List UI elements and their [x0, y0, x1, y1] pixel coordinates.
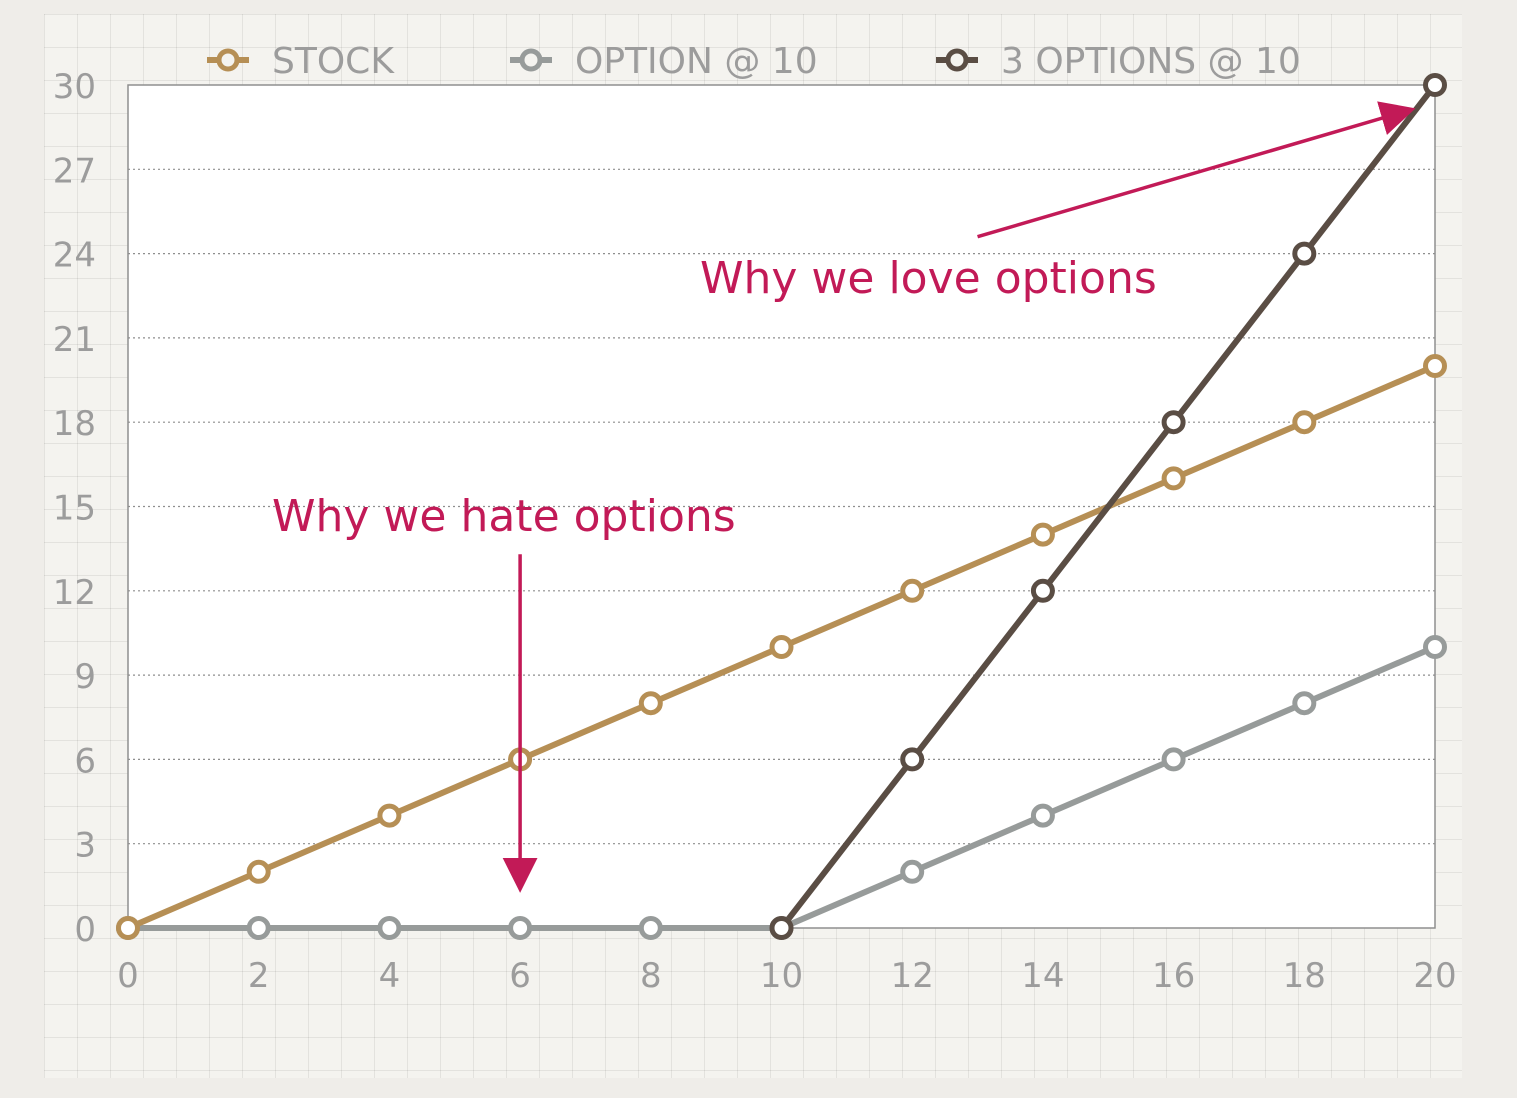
annotation-label: Why we love options — [700, 253, 1157, 304]
data-point — [769, 916, 794, 940]
series-group — [116, 73, 1447, 940]
x-tick-label: 14 — [1021, 956, 1064, 996]
data-point — [638, 691, 663, 716]
data-point — [1423, 73, 1447, 97]
data-point — [377, 803, 402, 828]
data-point — [1292, 691, 1317, 716]
data-point — [638, 916, 663, 940]
data-point — [900, 859, 925, 884]
y-tick-label: 6 — [74, 741, 96, 781]
legend-marker — [519, 48, 543, 72]
data-point — [1292, 410, 1317, 435]
data-point — [377, 916, 402, 940]
y-tick-label: 12 — [53, 573, 96, 613]
x-tick-label: 18 — [1283, 956, 1326, 996]
x-tick-label: 20 — [1413, 956, 1456, 996]
data-point — [1161, 747, 1186, 772]
data-point — [1423, 635, 1447, 659]
annotation-label: Why we hate options — [272, 491, 736, 542]
data-point — [900, 578, 925, 603]
y-tick-label: 18 — [53, 404, 96, 444]
y-tick-label: 0 — [74, 910, 96, 950]
y-tick-label: 15 — [53, 489, 96, 529]
legend-marker — [216, 48, 240, 72]
legend-label: STOCK — [272, 41, 395, 82]
x-tick-label: 2 — [248, 956, 270, 996]
x-tick-label: 0 — [117, 956, 139, 996]
data-point — [1292, 241, 1317, 266]
data-point — [900, 747, 925, 772]
data-point — [1030, 522, 1055, 547]
data-point — [116, 916, 140, 940]
data-point — [1030, 803, 1055, 828]
x-tick-label: 8 — [640, 956, 662, 996]
data-point — [1030, 578, 1055, 603]
x-tick-label: 6 — [509, 956, 531, 996]
annotation-arrow — [977, 101, 1416, 239]
series-line — [778, 82, 1438, 931]
data-point — [1161, 410, 1186, 435]
legend-marker — [945, 48, 969, 72]
legend: STOCK OPTION @ 10 3 OPTIONS @ 10 — [207, 41, 1301, 82]
x-tick-label: 12 — [891, 956, 934, 996]
y-tick-label: 3 — [74, 826, 96, 866]
data-point — [246, 859, 271, 884]
data-point — [246, 916, 271, 940]
data-point — [1161, 466, 1186, 491]
y-tick-label: 30 — [53, 67, 96, 107]
y-tick-label: 21 — [53, 320, 96, 360]
y-tick-label: 27 — [53, 151, 96, 191]
legend-label: OPTION @ 10 — [575, 41, 818, 82]
annotations: Why we love options Why we hate options — [272, 101, 1416, 893]
y-axis-ticks: 0 3 6 9 12 15 18 21 24 27 30 — [53, 67, 96, 950]
data-point — [508, 916, 533, 940]
legend-label: 3 OPTIONS @ 10 — [1001, 41, 1301, 82]
y-tick-label: 9 — [74, 657, 96, 697]
data-point — [769, 635, 794, 659]
x-tick-label: 10 — [760, 956, 803, 996]
x-tick-label: 4 — [379, 956, 401, 996]
data-point — [1423, 354, 1447, 378]
plot-area — [127, 84, 1436, 929]
x-tick-label: 16 — [1152, 956, 1195, 996]
x-axis-ticks: 0 2 4 6 8 10 12 14 16 18 20 — [117, 956, 1456, 996]
y-tick-label: 24 — [53, 236, 96, 276]
